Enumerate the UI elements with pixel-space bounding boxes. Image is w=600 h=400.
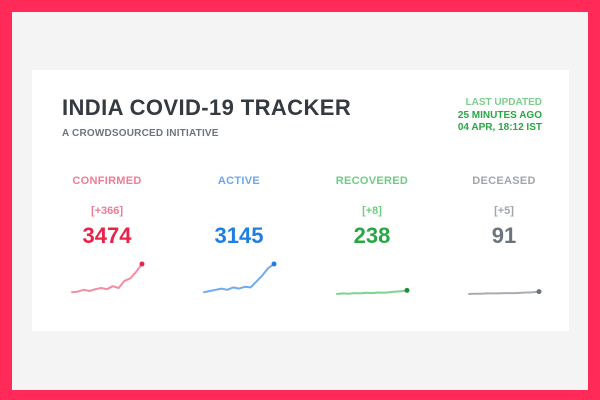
stat-recovered[interactable]: RECOVERED [+8] 238 <box>307 175 437 297</box>
recovered-sparkline <box>336 287 410 295</box>
stat-confirmed[interactable]: CONFIRMED [+366] 3474 <box>42 175 172 297</box>
stat-deceased[interactable]: DECEASED [+5] 91 <box>439 175 569 297</box>
stat-active[interactable]: ACTIVE 3145 <box>174 175 304 297</box>
stat-active-delta <box>174 205 304 219</box>
active-trend-line <box>203 263 275 294</box>
confirmed-trend-line <box>71 263 143 294</box>
stat-confirmed-label: CONFIRMED <box>72 175 142 187</box>
page-subtitle: A CROWDSOURCED INITIATIVE <box>62 128 219 139</box>
tracker-card: INDIA COVID-19 TRACKER A CROWDSOURCED IN… <box>32 70 569 331</box>
deceased-trend-endpoint <box>536 289 542 295</box>
stat-recovered-count: 238 <box>353 223 391 248</box>
stat-deceased-delta: [+5] <box>494 205 514 217</box>
last-updated: LAST UPDATED 25 MINUTES AGO 04 APR, 18:1… <box>458 97 542 135</box>
recovered-trend-endpoint <box>404 287 410 293</box>
active-trend-endpoint <box>271 261 277 267</box>
stat-deceased-count: 91 <box>491 223 517 248</box>
stats-row: CONFIRMED [+366] 3474 ACTIVE 3145 RECOVE… <box>32 175 569 315</box>
deceased-trend-line <box>468 290 540 295</box>
last-updated-timestamp: 04 APR, 18:12 IST <box>457 122 542 133</box>
stat-confirmed-delta: [+366] <box>90 205 124 217</box>
recovered-trend-line <box>336 289 408 295</box>
stat-active-label: ACTIVE <box>217 175 261 187</box>
page-title: INDIA COVID-19 TRACKER <box>62 95 352 120</box>
stat-active-count: 3145 <box>214 223 264 248</box>
deceased-sparkline <box>468 289 542 295</box>
stat-recovered-delta: [+8] <box>362 205 382 217</box>
confirmed-trend-endpoint <box>139 261 145 267</box>
stat-recovered-label: RECOVERED <box>335 175 409 187</box>
page-frame: INDIA COVID-19 TRACKER A CROWDSOURCED IN… <box>12 12 588 390</box>
active-sparkline <box>203 261 277 294</box>
confirmed-sparkline <box>71 261 145 294</box>
stat-deceased-label: DECEASED <box>472 175 536 187</box>
stat-confirmed-count: 3474 <box>82 223 132 248</box>
last-updated-label: LAST UPDATED <box>465 97 542 108</box>
last-updated-relative: 25 MINUTES AGO <box>457 109 542 121</box>
